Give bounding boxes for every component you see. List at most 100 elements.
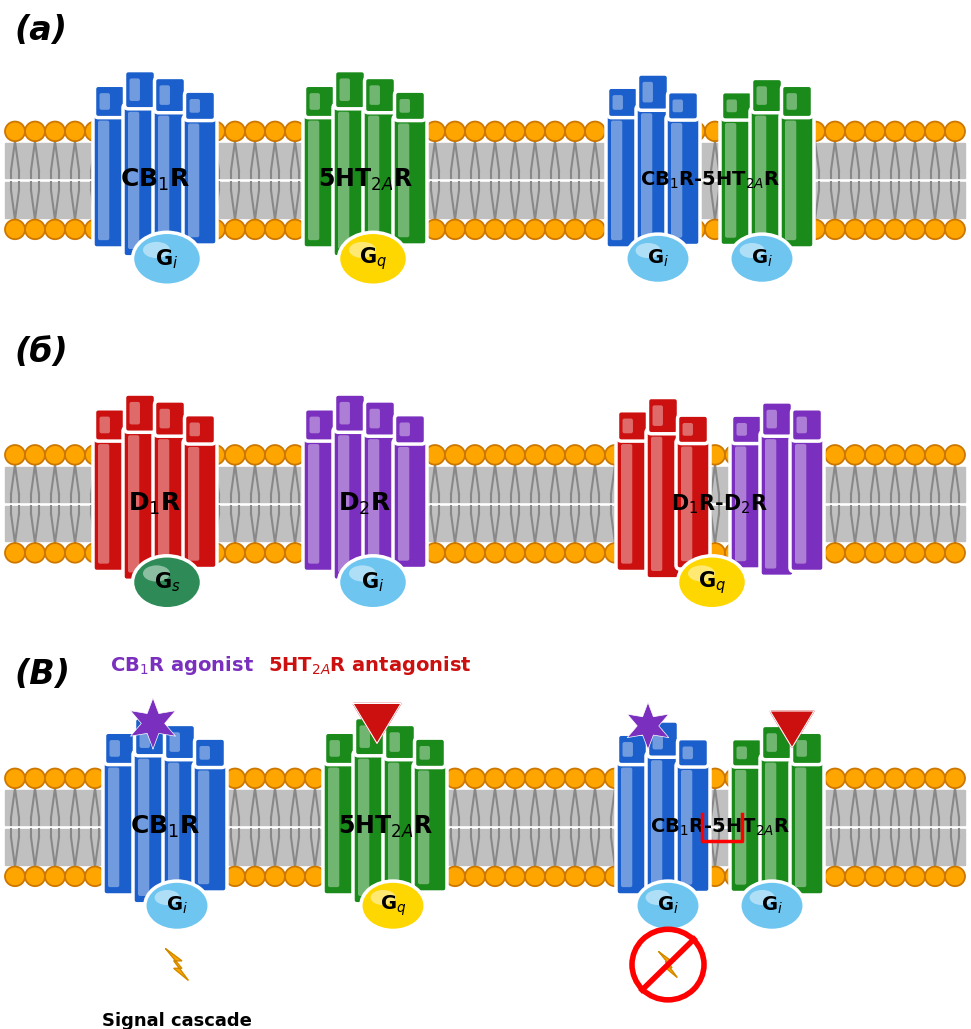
Circle shape <box>385 121 405 141</box>
Circle shape <box>885 769 905 788</box>
FancyBboxPatch shape <box>731 739 762 767</box>
Circle shape <box>665 445 685 465</box>
Text: D$_1$R: D$_1$R <box>128 491 182 517</box>
Text: G$_i$: G$_i$ <box>155 247 179 271</box>
FancyBboxPatch shape <box>193 762 227 892</box>
FancyBboxPatch shape <box>399 99 410 113</box>
Circle shape <box>885 121 905 141</box>
Circle shape <box>5 543 25 563</box>
Circle shape <box>625 543 645 563</box>
Circle shape <box>25 543 45 563</box>
Circle shape <box>185 543 205 563</box>
FancyBboxPatch shape <box>720 115 754 246</box>
FancyBboxPatch shape <box>184 415 216 445</box>
Circle shape <box>25 219 45 239</box>
Circle shape <box>245 543 265 563</box>
FancyBboxPatch shape <box>730 438 764 569</box>
FancyBboxPatch shape <box>795 768 806 887</box>
Circle shape <box>605 866 625 886</box>
FancyBboxPatch shape <box>383 755 417 900</box>
FancyBboxPatch shape <box>608 87 639 117</box>
FancyBboxPatch shape <box>616 436 650 571</box>
Text: G$_i$: G$_i$ <box>657 895 679 917</box>
Circle shape <box>785 866 805 886</box>
Circle shape <box>365 769 385 788</box>
FancyBboxPatch shape <box>418 771 429 884</box>
Circle shape <box>65 769 85 788</box>
FancyBboxPatch shape <box>795 445 806 564</box>
FancyBboxPatch shape <box>170 733 180 752</box>
Circle shape <box>725 121 745 141</box>
FancyBboxPatch shape <box>622 742 633 756</box>
Circle shape <box>545 543 565 563</box>
FancyBboxPatch shape <box>168 762 180 892</box>
FancyBboxPatch shape <box>305 85 336 117</box>
FancyBboxPatch shape <box>135 717 165 755</box>
Ellipse shape <box>339 233 408 285</box>
FancyBboxPatch shape <box>324 733 355 765</box>
Circle shape <box>405 121 425 141</box>
Circle shape <box>485 543 505 563</box>
Circle shape <box>465 121 485 141</box>
Circle shape <box>885 219 905 239</box>
Circle shape <box>645 121 665 141</box>
Circle shape <box>365 219 385 239</box>
Circle shape <box>45 445 65 465</box>
FancyBboxPatch shape <box>353 751 387 903</box>
Ellipse shape <box>143 242 170 258</box>
Ellipse shape <box>371 890 396 906</box>
Circle shape <box>765 543 785 563</box>
FancyBboxPatch shape <box>766 734 777 752</box>
FancyBboxPatch shape <box>334 394 365 432</box>
FancyBboxPatch shape <box>158 115 169 245</box>
FancyBboxPatch shape <box>735 770 747 885</box>
Circle shape <box>405 219 425 239</box>
FancyBboxPatch shape <box>761 402 792 436</box>
Text: CB$_1$R: CB$_1$R <box>130 814 200 841</box>
Circle shape <box>425 543 445 563</box>
FancyBboxPatch shape <box>666 115 700 246</box>
Circle shape <box>125 219 145 239</box>
FancyBboxPatch shape <box>94 85 125 117</box>
Circle shape <box>685 121 705 141</box>
Circle shape <box>825 219 845 239</box>
FancyBboxPatch shape <box>388 762 399 892</box>
FancyBboxPatch shape <box>641 113 653 248</box>
Circle shape <box>385 769 405 788</box>
FancyBboxPatch shape <box>736 423 747 435</box>
FancyBboxPatch shape <box>756 86 767 105</box>
Circle shape <box>525 445 545 465</box>
FancyBboxPatch shape <box>394 415 425 445</box>
Circle shape <box>585 445 605 465</box>
FancyBboxPatch shape <box>154 401 185 436</box>
Circle shape <box>245 769 265 788</box>
Circle shape <box>5 445 25 465</box>
Circle shape <box>65 866 85 886</box>
Text: (В): (В) <box>14 658 70 690</box>
FancyBboxPatch shape <box>393 439 427 569</box>
Ellipse shape <box>730 234 794 284</box>
FancyBboxPatch shape <box>790 436 824 571</box>
FancyBboxPatch shape <box>124 394 155 432</box>
FancyBboxPatch shape <box>790 759 824 895</box>
Ellipse shape <box>750 890 775 906</box>
Polygon shape <box>659 952 677 978</box>
Circle shape <box>645 769 665 788</box>
Circle shape <box>505 445 525 465</box>
Circle shape <box>185 219 205 239</box>
Ellipse shape <box>688 565 715 581</box>
FancyBboxPatch shape <box>338 112 350 249</box>
Bar <box>5 466 965 502</box>
FancyBboxPatch shape <box>730 762 764 892</box>
Circle shape <box>785 219 805 239</box>
Circle shape <box>85 219 105 239</box>
FancyBboxPatch shape <box>760 755 794 900</box>
Circle shape <box>225 769 245 788</box>
FancyBboxPatch shape <box>780 113 814 248</box>
Circle shape <box>145 866 165 886</box>
FancyBboxPatch shape <box>726 100 737 112</box>
Polygon shape <box>627 703 669 749</box>
Circle shape <box>505 219 525 239</box>
FancyBboxPatch shape <box>103 759 137 895</box>
FancyBboxPatch shape <box>394 92 425 120</box>
